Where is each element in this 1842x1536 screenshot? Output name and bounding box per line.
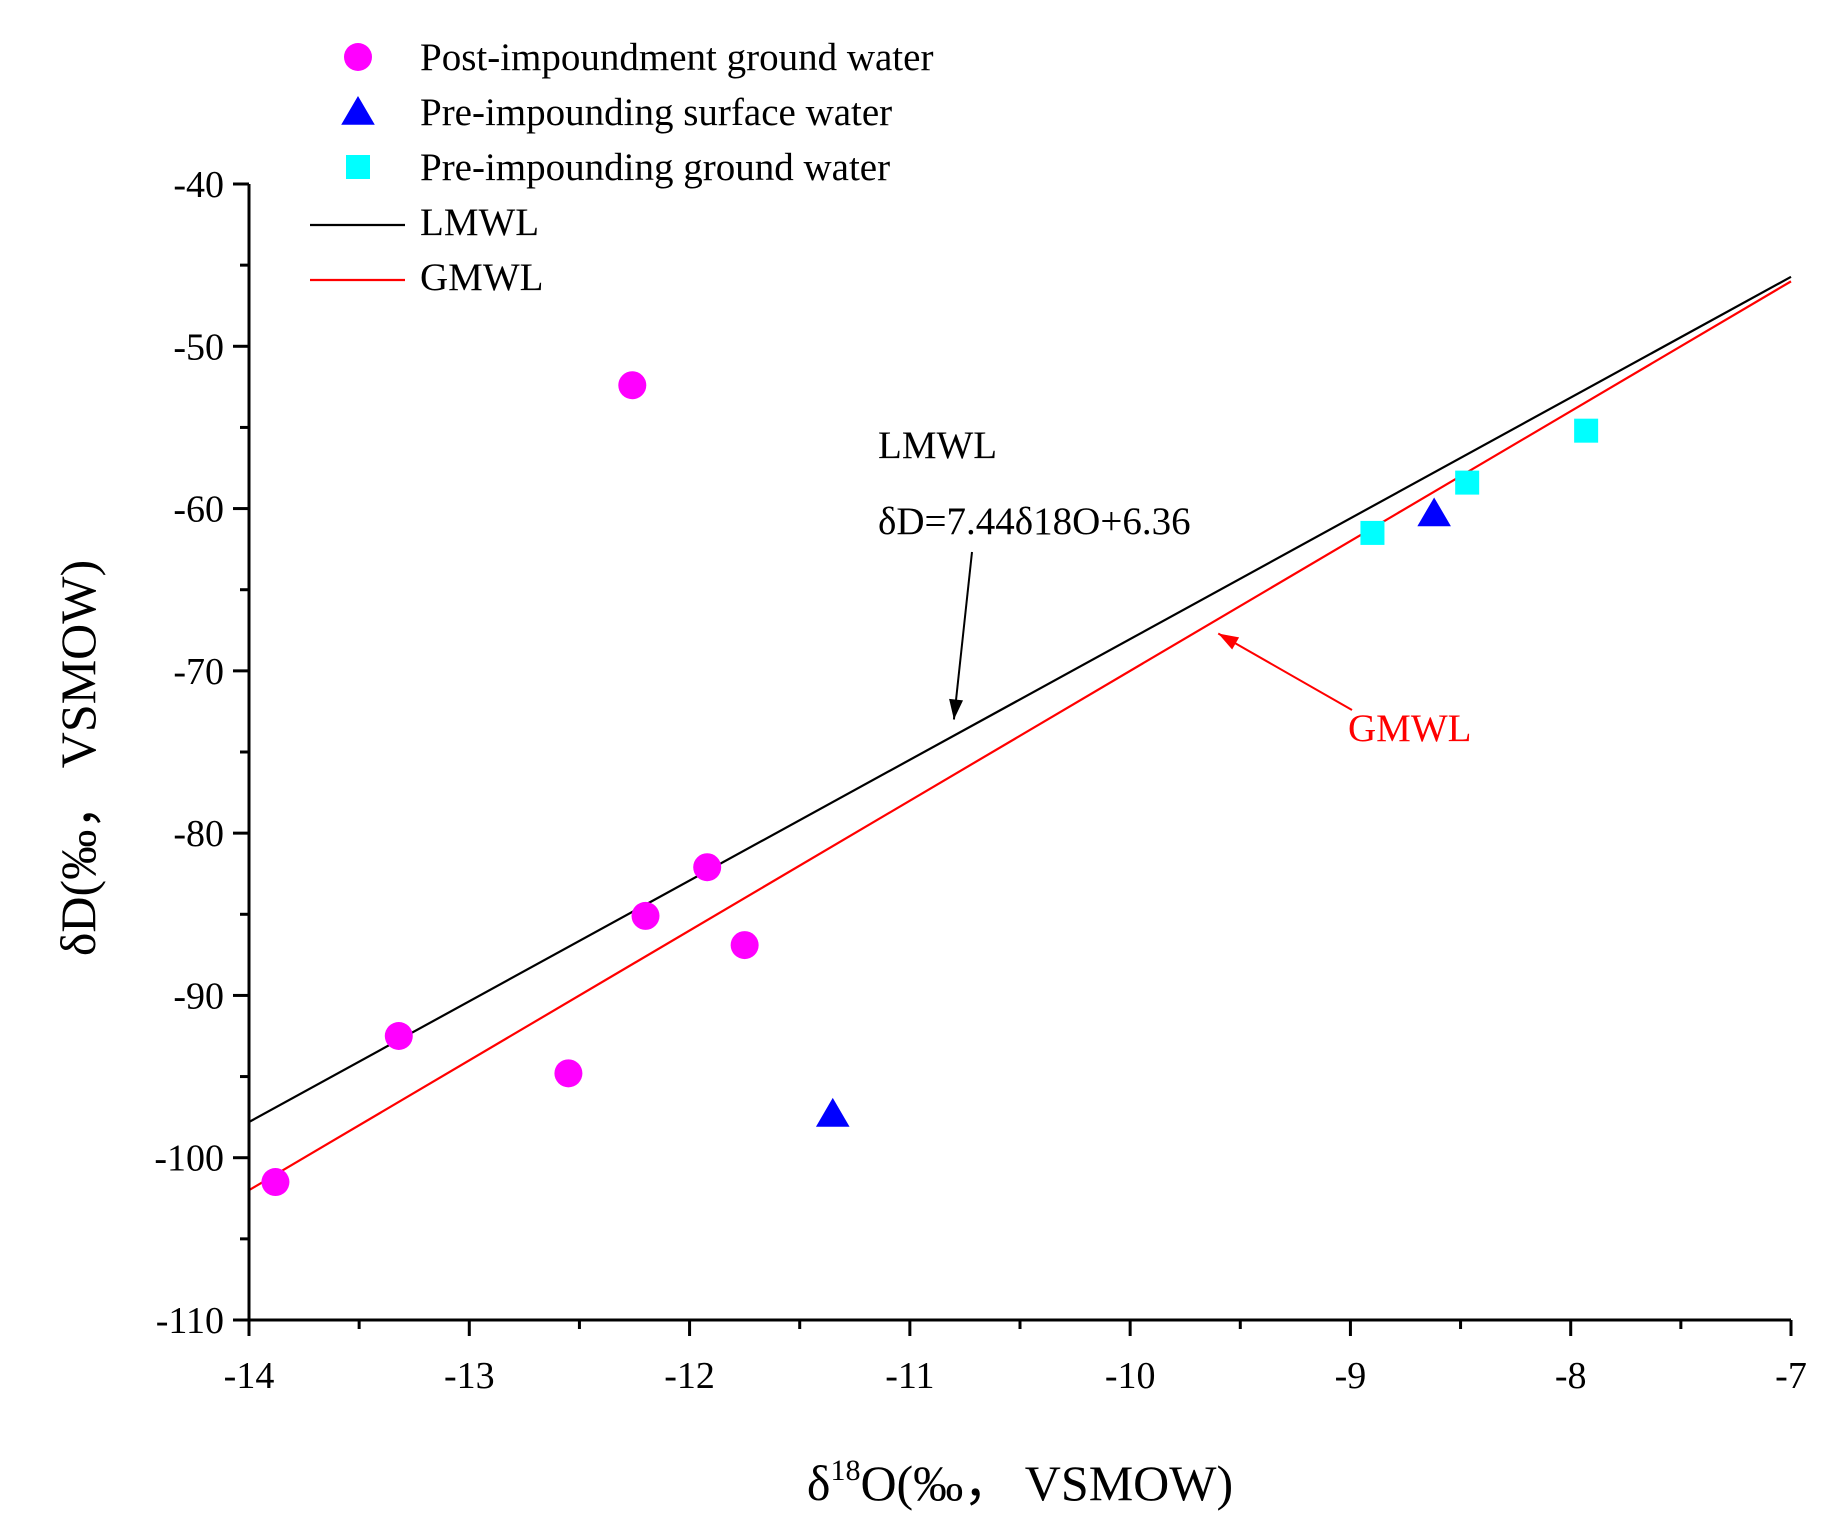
post-impoundment-ground-water-point-0 [261, 1168, 290, 1197]
gmwl-annotation-label: GMWL [1348, 707, 1471, 750]
post-impoundment-ground-water-point-2 [554, 1059, 583, 1088]
y-tick-label: -40 [173, 164, 224, 206]
annotations: LMWL δD=7.44δ18O+6.36 GMWL [878, 424, 1471, 750]
x-tick-label: -8 [1555, 1355, 1587, 1397]
x-tick-label: -7 [1775, 1355, 1807, 1397]
legend-label-pre-impounding-ground-water: Pre-impounding ground water [420, 146, 890, 189]
pre-impounding-surface-water-point-1 [1417, 497, 1451, 527]
axis-titles: δ18O(‰， VSMOW) δD(‰， VSMOW) [50, 560, 1233, 1511]
post-impoundment-ground-water-point-3 [618, 371, 647, 400]
plot-points [261, 371, 1599, 1197]
post-impoundment-ground-water-point-6 [730, 931, 759, 960]
lmwl-annotation-title: LMWL [878, 424, 997, 467]
pre-impounding-surface-water-point-0 [815, 1097, 850, 1127]
lmwl-line [248, 275, 1792, 1123]
legend-swatch-pre-impounding-ground-water [346, 155, 370, 179]
x-tick-label: -14 [224, 1355, 275, 1397]
pre-impounding-ground-water-point-0 [1360, 520, 1385, 545]
plot-lines [248, 275, 1792, 1192]
y-tick-label: -50 [173, 326, 224, 368]
y-axis-title: δD(‰， VSMOW) [50, 560, 106, 956]
legend-label-post-impoundment-ground-water: Post-impoundment ground water [420, 36, 933, 79]
axes: -14 -13 -12 -11 -10 -9 -8 -7 -110 -100 -90 -80 -70 -6… [154, 164, 1806, 1397]
legend-label-gmwl: GMWL [420, 256, 543, 299]
post-impoundment-ground-water-point-1 [384, 1022, 413, 1050]
y-tick-label: -60 [173, 489, 224, 531]
legend: Post-impoundment ground water Pre-impound… [310, 36, 933, 299]
y-tick-label: -110 [156, 1300, 224, 1342]
pre-impounding-ground-water-point-1 [1455, 470, 1480, 495]
x-tick-label: -12 [664, 1355, 715, 1397]
gmwl-arrow-head [1218, 633, 1240, 650]
lmwl-annotation-equation: δD=7.44δ18O+6.36 [878, 500, 1191, 543]
lmwl-arrow-head [949, 698, 964, 720]
y-tick-label: -80 [173, 813, 224, 855]
gmwl-arrow-shaft [1217, 632, 1353, 711]
post-impoundment-ground-water-point-4 [631, 901, 660, 930]
lmwl-arrow-shaft [952, 551, 973, 720]
legend-label-pre-impounding-surface-water: Pre-impounding surface water [420, 91, 892, 134]
legend-swatch-post-impoundment-ground-water [344, 43, 372, 71]
y-tick-label: -70 [173, 651, 224, 693]
legend-label-lmwl: LMWL [420, 201, 539, 244]
legend-swatch-pre-impounding-surface-water [341, 96, 375, 125]
x-axis-title: δ18O(‰， VSMOW) [807, 1454, 1233, 1511]
x-tick-label: -13 [444, 1355, 495, 1397]
x-tick-label: -9 [1335, 1355, 1367, 1397]
pre-impounding-ground-water-point-2 [1574, 418, 1599, 443]
x-tick-label: -11 [885, 1355, 934, 1397]
y-tick-label: -90 [173, 975, 224, 1017]
x-tick-label: -10 [1105, 1355, 1156, 1397]
y-tick-label: -100 [154, 1138, 224, 1180]
post-impoundment-ground-water-point-5 [693, 853, 722, 882]
gmwl-line [248, 280, 1792, 1192]
